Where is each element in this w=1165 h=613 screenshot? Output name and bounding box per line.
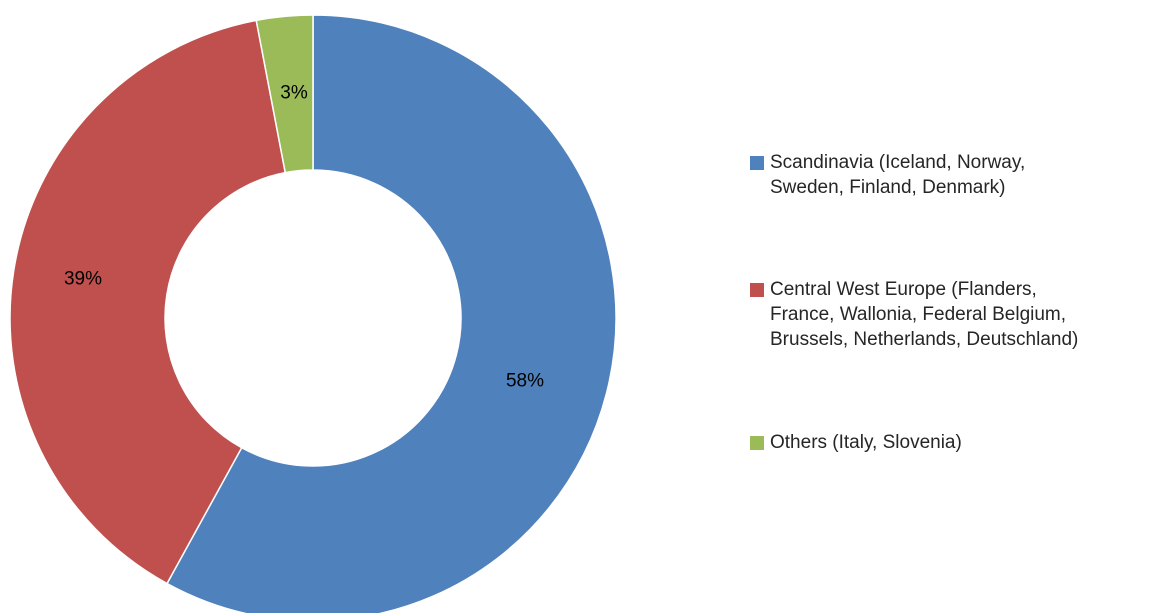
legend-swatch-scandinavia — [750, 156, 764, 170]
slice-scandinavia — [166, 14, 617, 613]
legend-swatch-others — [750, 436, 764, 450]
legend-item-scandinavia: Scandinavia (Iceland, Norway, Sweden, Fi… — [750, 150, 1025, 200]
legend-item-others: Others (Italy, Slovenia) — [750, 430, 962, 455]
slice-central-west-europe — [9, 19, 287, 585]
slice-label-scandinavia: 58% — [506, 371, 544, 392]
legend-swatch-central-west-europe — [750, 283, 764, 297]
donut-chart: 58% 39% 3% — [9, 14, 617, 613]
slice-label-central-west-europe: 39% — [64, 269, 102, 290]
slice-others — [255, 14, 314, 174]
legend: Scandinavia (Iceland, Norway, Sweden, Fi… — [750, 0, 1165, 613]
slice-label-others: 3% — [280, 83, 308, 104]
legend-label-others: Others (Italy, Slovenia) — [770, 432, 962, 453]
legend-item-central-west-europe: Central West Europe (Flanders, France, W… — [750, 277, 1078, 352]
legend-label-central-west-europe: Central West Europe (Flanders, France, W… — [770, 279, 1079, 350]
legend-label-scandinavia: Scandinavia (Iceland, Norway, Sweden, Fi… — [770, 152, 1026, 198]
